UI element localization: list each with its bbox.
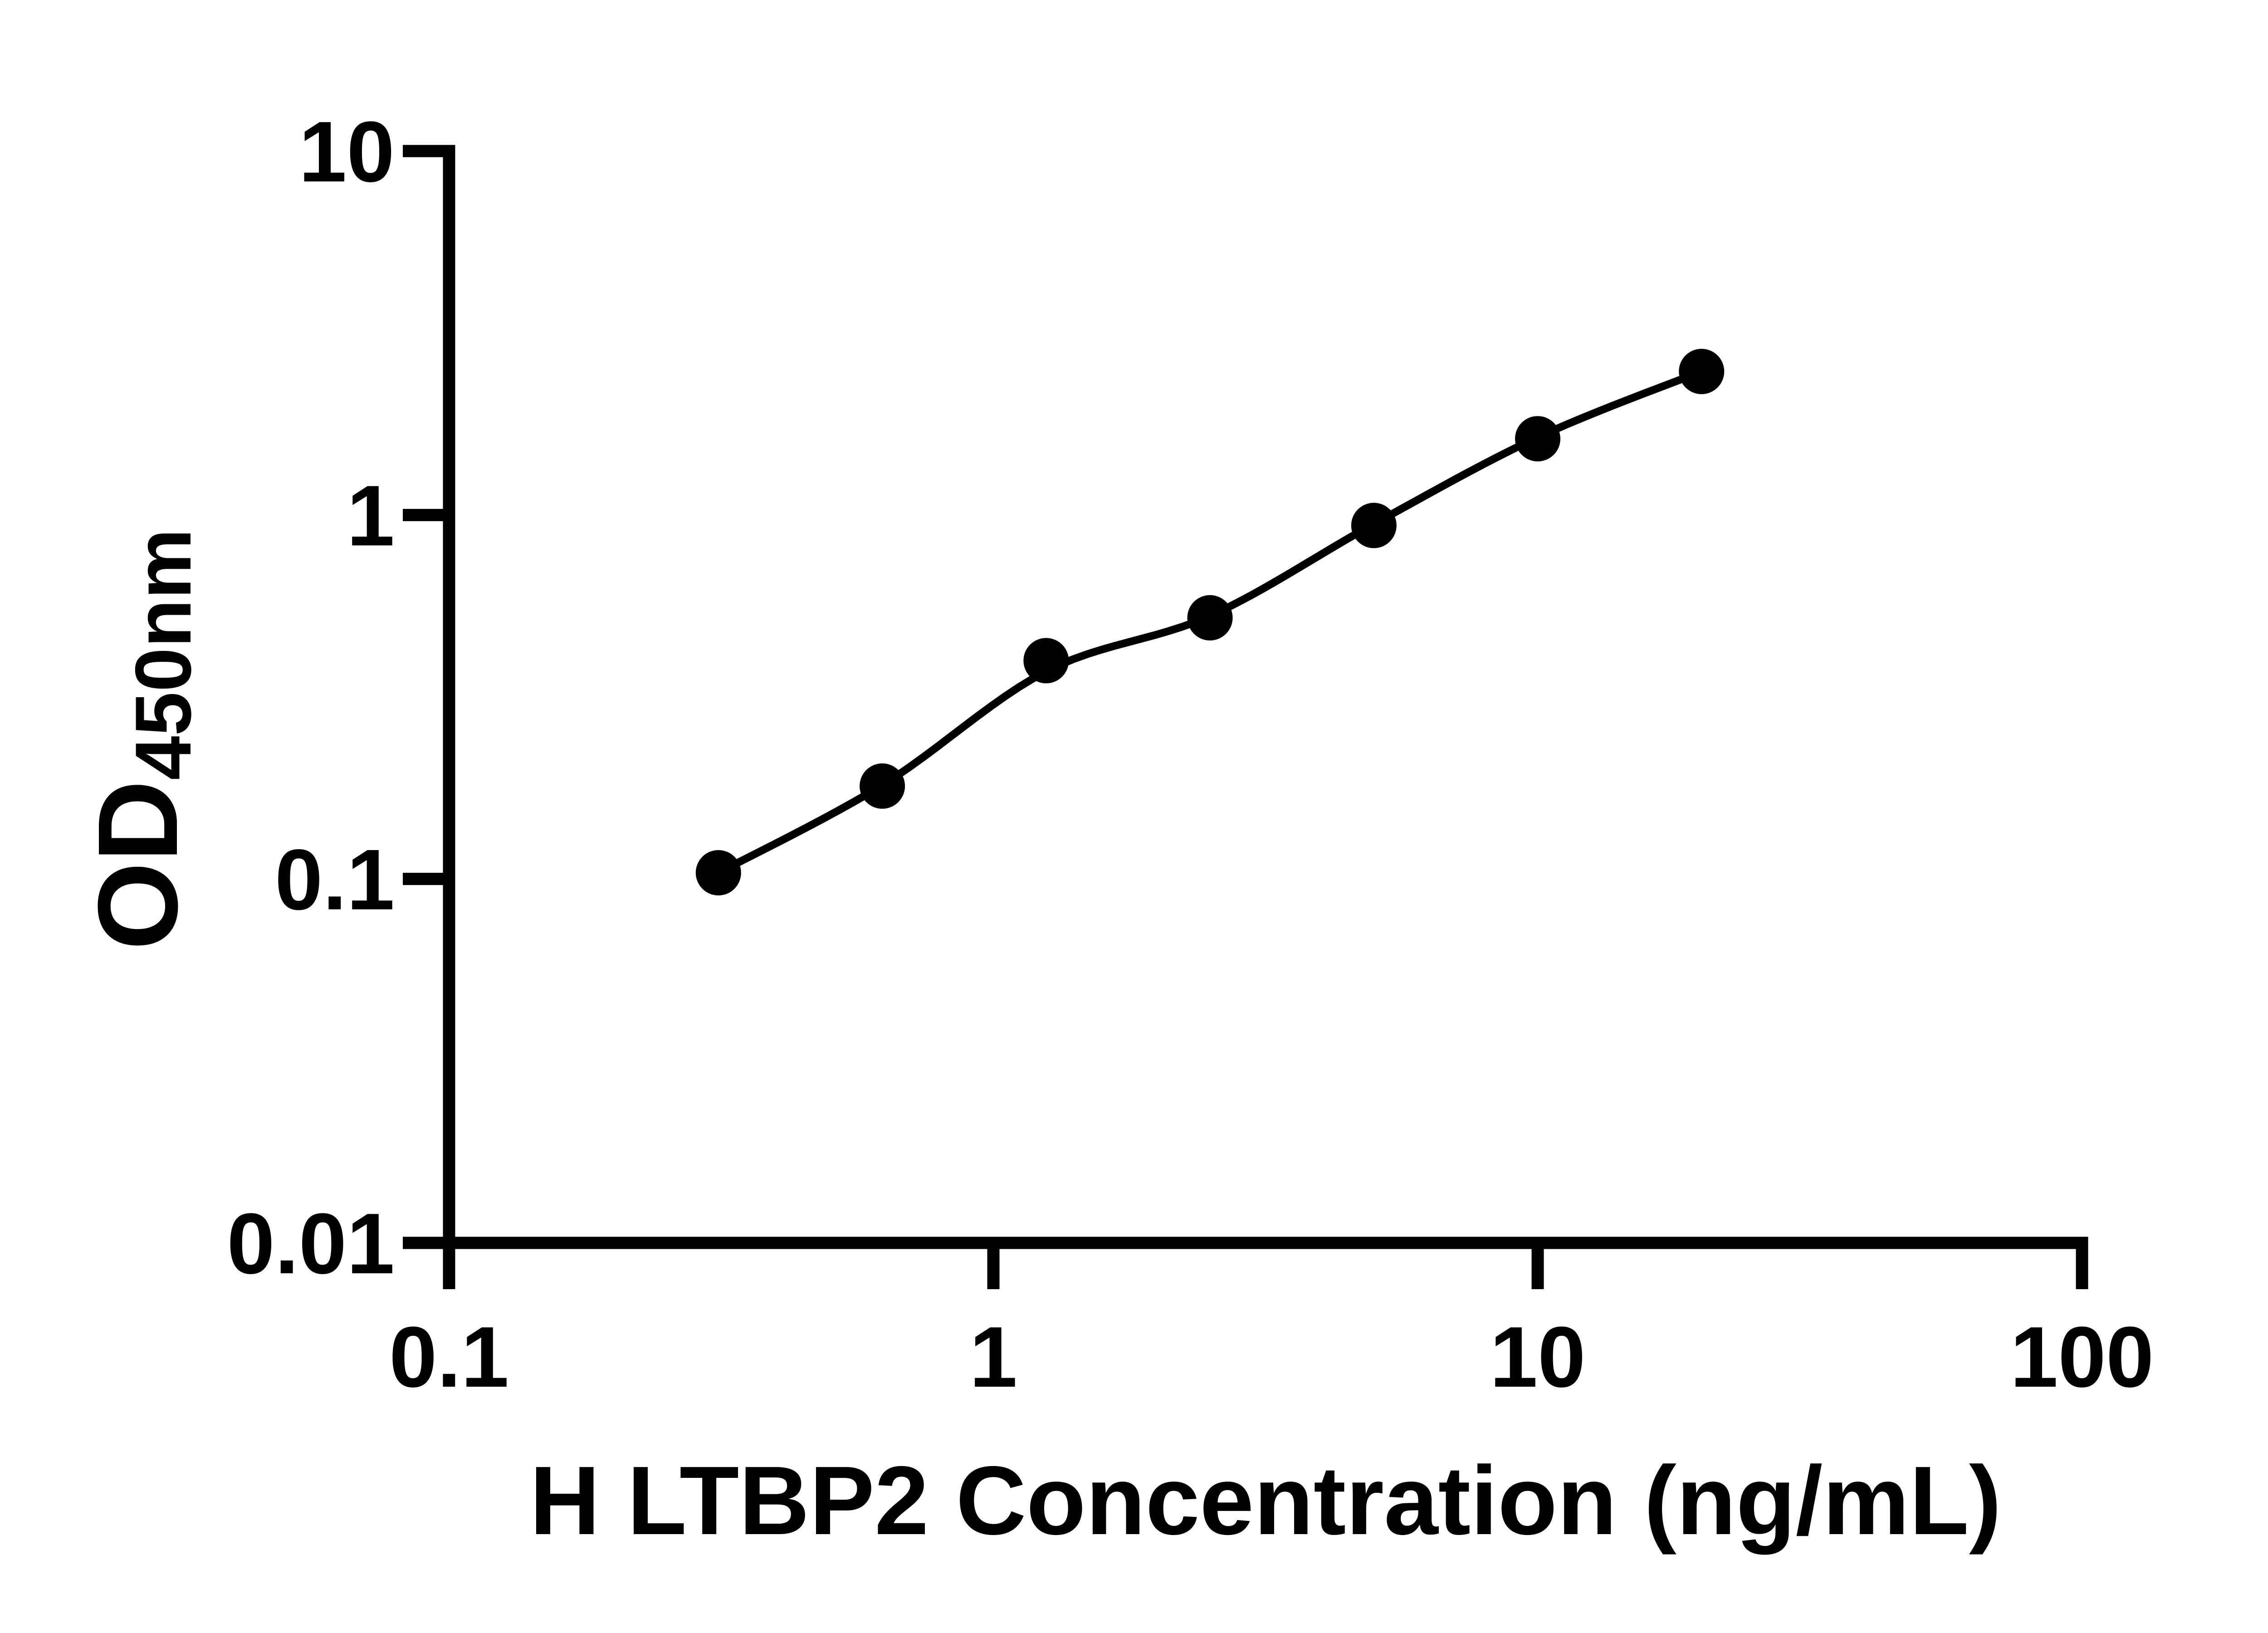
data-point xyxy=(1023,638,1069,684)
y-axis-title: OD450nm xyxy=(74,528,208,950)
y-tick-label: 0.1 xyxy=(275,832,395,928)
data-point xyxy=(695,850,741,895)
x-tick-label: 1 xyxy=(969,1309,1017,1405)
y-axis-title-main: OD xyxy=(74,780,201,950)
data-point xyxy=(1515,416,1560,462)
plot-area: 10 1 0.1 0.01 0.1 1 10 100 xyxy=(227,104,2154,1405)
y-tick-label: 10 xyxy=(299,104,395,200)
x-axis-title: H LTBP2 Concentration (ng/mL) xyxy=(530,1446,2002,1555)
y-tick-label: 1 xyxy=(347,468,395,564)
x-tick-label: 0.1 xyxy=(389,1309,509,1405)
y-axis-title-subscript: 450nm xyxy=(119,528,208,780)
data-point xyxy=(1351,503,1397,548)
data-point xyxy=(860,763,905,809)
x-tick-label: 10 xyxy=(1490,1309,1585,1405)
data-point xyxy=(1187,595,1233,640)
x-tick-label: 100 xyxy=(2010,1309,2154,1405)
axis-spine xyxy=(443,145,2088,1249)
data-point xyxy=(1679,348,1725,394)
y-tick-label: 0.01 xyxy=(227,1196,395,1292)
